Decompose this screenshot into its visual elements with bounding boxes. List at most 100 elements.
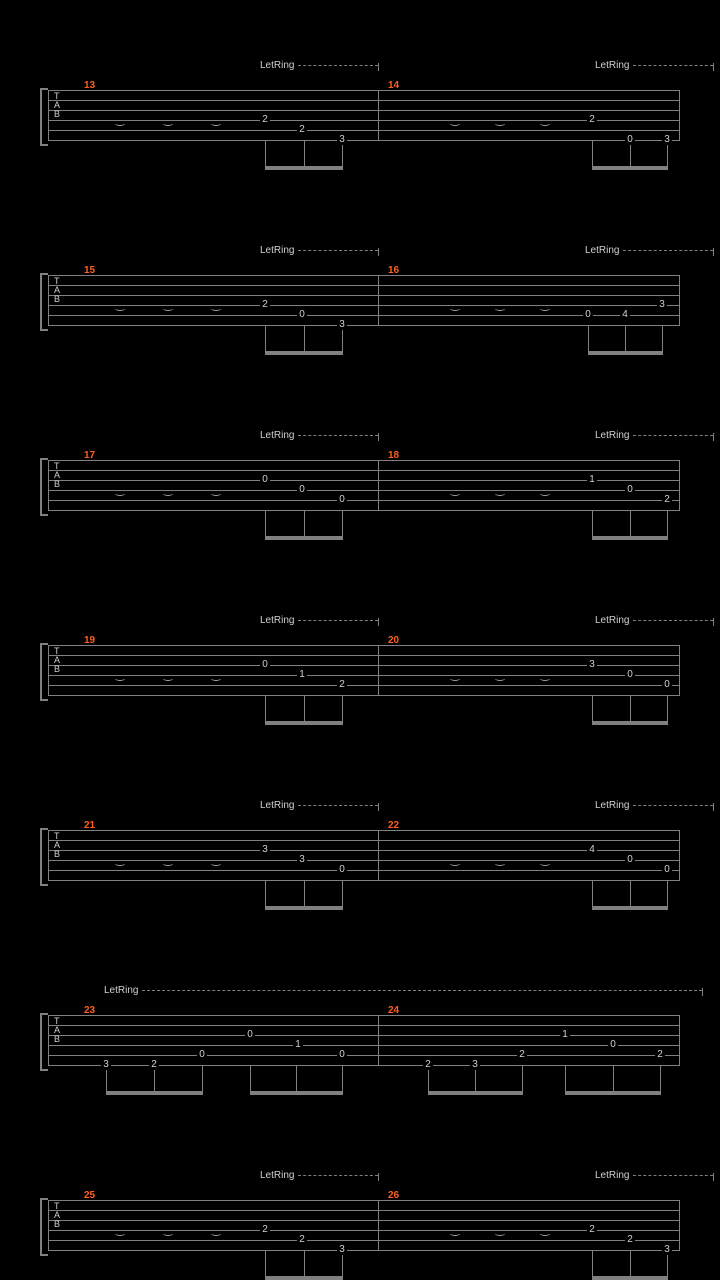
- beam: [265, 536, 343, 540]
- rest-symbol: ‿: [451, 670, 460, 680]
- let-ring-end: [378, 1173, 379, 1181]
- tab-clef: TAB: [54, 92, 60, 119]
- rest-symbol: ‿: [212, 670, 221, 680]
- fret-number: 3: [587, 660, 597, 670]
- barline: [679, 275, 680, 325]
- beam: [265, 906, 343, 910]
- measure-number: 23: [84, 1005, 95, 1016]
- fret-number: 0: [662, 865, 672, 875]
- fret-number: 4: [620, 310, 630, 320]
- rest-symbol: ‿: [164, 115, 173, 125]
- staff-line: [48, 830, 680, 831]
- tab-clef: TAB: [54, 462, 60, 489]
- fret-number: 2: [260, 115, 270, 125]
- rest-symbol: ‿: [541, 485, 550, 495]
- measure-number: 22: [388, 820, 399, 831]
- tab-clef: TAB: [54, 1202, 60, 1229]
- fret-number: 0: [337, 1050, 347, 1060]
- let-ring-end: [713, 1173, 714, 1181]
- staff-line: [48, 1240, 680, 1241]
- staff-line: [48, 685, 680, 686]
- let-ring-dash: [633, 805, 713, 806]
- let-ring-marker: LetRing: [260, 245, 379, 256]
- fret-number: 0: [625, 855, 635, 865]
- tab-page: TAB1314LetRingLetRing‿‿‿223‿‿‿203TAB1516…: [0, 0, 720, 1280]
- fret-number: 2: [297, 125, 307, 135]
- staff-line: [48, 880, 680, 881]
- tab-system: TAB2122LetRingLetRing‿‿‿330‿‿‿400: [40, 800, 680, 890]
- fret-number: 0: [197, 1050, 207, 1060]
- let-ring-dash: [298, 1175, 378, 1176]
- barline: [378, 90, 379, 140]
- rest-symbol: ‿: [541, 115, 550, 125]
- staff-line: [48, 295, 680, 296]
- let-ring-dash: [633, 65, 713, 66]
- rest-symbol: ‿: [496, 855, 505, 865]
- rest-symbol: ‿: [496, 670, 505, 680]
- rest-symbol: ‿: [212, 300, 221, 310]
- staff-line: [48, 500, 680, 501]
- fret-number: 0: [583, 310, 593, 320]
- fret-number: 3: [260, 845, 270, 855]
- let-ring-label: LetRing: [260, 1170, 294, 1181]
- barline: [48, 645, 49, 695]
- beam: [588, 351, 663, 355]
- tab-clef: TAB: [54, 647, 60, 674]
- measure-number: 15: [84, 265, 95, 276]
- barline: [48, 275, 49, 325]
- staff-line: [48, 480, 680, 481]
- staff-line: [48, 1015, 680, 1016]
- rest-symbol: ‿: [164, 1225, 173, 1235]
- let-ring-marker: LetRing: [595, 800, 714, 811]
- staff-line: [48, 510, 680, 511]
- beam: [106, 1091, 203, 1095]
- staff-line: [48, 870, 680, 871]
- rest-symbol: ‿: [541, 1225, 550, 1235]
- let-ring-label: LetRing: [260, 245, 294, 256]
- barline: [48, 90, 49, 140]
- beam: [592, 1276, 668, 1280]
- fret-number: 2: [423, 1060, 433, 1070]
- rest-symbol: ‿: [541, 670, 550, 680]
- let-ring-dash: [633, 620, 713, 621]
- measure-number: 25: [84, 1190, 95, 1201]
- staff-line: [48, 840, 680, 841]
- let-ring-end: [713, 433, 714, 441]
- tab-clef: TAB: [54, 832, 60, 859]
- let-ring-label: LetRing: [595, 430, 629, 441]
- staff-line: [48, 655, 680, 656]
- barline: [378, 275, 379, 325]
- beam: [265, 351, 343, 355]
- tab-system: TAB2324LetRing320010232102: [40, 985, 680, 1075]
- rest-symbol: ‿: [116, 855, 125, 865]
- fret-number: 0: [297, 310, 307, 320]
- let-ring-marker: LetRing: [595, 1170, 714, 1181]
- measure-number: 13: [84, 80, 95, 91]
- staff-line: [48, 90, 680, 91]
- fret-number: 1: [293, 1040, 303, 1050]
- let-ring-label: LetRing: [595, 1170, 629, 1181]
- fret-number: 2: [587, 1225, 597, 1235]
- beam: [428, 1091, 523, 1095]
- let-ring-end: [378, 63, 379, 71]
- rest-symbol: ‿: [496, 115, 505, 125]
- let-ring-marker: LetRing: [260, 1170, 379, 1181]
- barline: [48, 830, 49, 880]
- let-ring-marker: LetRing: [595, 60, 714, 71]
- let-ring-marker: LetRing: [260, 430, 379, 441]
- tab-clef: TAB: [54, 1017, 60, 1044]
- fret-number: 2: [337, 680, 347, 690]
- tab-system: TAB1718LetRingLetRing‿‿‿000‿‿‿102: [40, 430, 680, 520]
- barline: [48, 1015, 49, 1065]
- rest-symbol: ‿: [164, 300, 173, 310]
- let-ring-marker: LetRing: [104, 985, 703, 996]
- tab-system: TAB2526LetRingLetRing‿‿‿223‿‿‿223: [40, 1170, 680, 1260]
- barline: [378, 460, 379, 510]
- let-ring-end: [713, 803, 714, 811]
- fret-number: 0: [625, 135, 635, 145]
- rest-symbol: ‿: [451, 855, 460, 865]
- staff-line: [48, 1045, 680, 1046]
- rest-symbol: ‿: [164, 485, 173, 495]
- tab-system: TAB1314LetRingLetRing‿‿‿223‿‿‿203: [40, 60, 680, 150]
- fret-number: 0: [625, 485, 635, 495]
